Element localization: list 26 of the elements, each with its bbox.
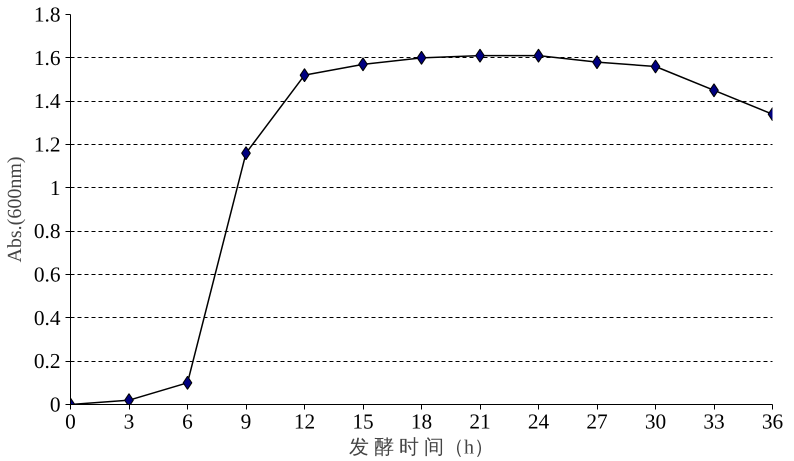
x-tick-label: 36 <box>762 410 784 434</box>
x-tick-label: 27 <box>586 410 608 434</box>
y-tick-label: 0.6 <box>34 262 61 286</box>
x-tick-label: 15 <box>352 410 374 434</box>
y-tick-label: 1.6 <box>34 46 61 70</box>
x-tick-label: 9 <box>240 410 252 434</box>
y-tick-label: 1.2 <box>34 132 61 156</box>
y-tick-label: 1.4 <box>34 89 61 114</box>
y-tick-label: 0.2 <box>34 349 61 374</box>
x-axis-title: 发 酵 时 间（h） <box>349 436 494 458</box>
y-axis-title: Abs.(600nm) <box>4 156 26 263</box>
x-tick-label: 21 <box>469 410 491 434</box>
x-tick-label: 18 <box>410 410 432 434</box>
y-tick-label: 1.8 <box>34 2 61 26</box>
x-tick-label: 33 <box>703 410 725 434</box>
y-tick-label: 0.4 <box>34 306 61 330</box>
x-tick-label: 30 <box>644 410 666 434</box>
x-tick-label: 24 <box>528 410 550 434</box>
x-tick-label: 0 <box>65 410 76 434</box>
y-tick-label: 0 <box>50 392 61 416</box>
point <box>650 60 660 74</box>
x-tick-label: 3 <box>124 410 134 434</box>
y-tick-label: 0.8 <box>34 219 61 244</box>
x-tick-label: 12 <box>294 410 316 434</box>
y-tick-label: 1 <box>50 176 61 200</box>
x-tick-label: 6 <box>182 410 194 434</box>
